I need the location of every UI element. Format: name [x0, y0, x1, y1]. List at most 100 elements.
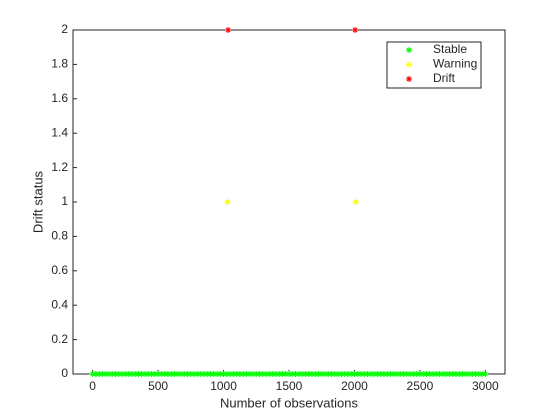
- marker: [384, 371, 391, 377]
- marker: [171, 371, 178, 377]
- marker: [148, 371, 155, 377]
- marker: [328, 371, 335, 377]
- marker: [220, 371, 227, 377]
- marker: [256, 371, 263, 377]
- marker: [236, 371, 243, 377]
- legend-label: Warning: [433, 57, 477, 71]
- marker: [89, 371, 96, 377]
- legend-marker: [406, 61, 412, 68]
- legend-box: [386, 41, 482, 89]
- marker: [217, 371, 224, 377]
- marker: [449, 371, 456, 377]
- y-tick-label: 1.4: [51, 125, 68, 139]
- legend-marker: [406, 47, 412, 53]
- marker: [112, 371, 119, 377]
- marker: [475, 371, 482, 377]
- marker: [158, 371, 165, 377]
- x-tick-label: 2500: [407, 379, 434, 393]
- legend-label: Drift: [433, 71, 456, 85]
- x-tick-label: 1500: [276, 379, 303, 393]
- marker: [400, 371, 407, 377]
- marker: [194, 371, 201, 377]
- marker: [151, 371, 158, 377]
- marker: [305, 371, 312, 377]
- y-tick-label: 1: [61, 194, 68, 208]
- marker: [138, 371, 145, 377]
- marker: [364, 371, 371, 377]
- marker: [168, 371, 175, 377]
- marker: [96, 371, 103, 377]
- marker: [302, 371, 309, 377]
- marker: [403, 371, 410, 377]
- x-tick-label: 0: [89, 379, 96, 393]
- marker: [132, 371, 139, 377]
- marker: [352, 199, 359, 205]
- marker: [416, 371, 423, 377]
- marker: [420, 371, 427, 377]
- marker: [227, 371, 234, 377]
- marker: [387, 371, 394, 377]
- marker: [225, 27, 232, 33]
- y-tick-label: 0.8: [51, 229, 68, 243]
- marker: [482, 371, 489, 377]
- marker: [272, 371, 279, 377]
- marker: [115, 371, 122, 377]
- marker: [433, 371, 440, 377]
- marker: [200, 371, 207, 377]
- legend-label: Stable: [433, 42, 467, 56]
- marker: [109, 371, 116, 377]
- marker: [377, 371, 384, 377]
- marker: [315, 371, 322, 377]
- marker: [184, 371, 191, 377]
- y-tick-label: 2: [61, 22, 68, 36]
- marker: [142, 371, 148, 377]
- marker: [102, 371, 109, 377]
- y-axis-label: Drift status: [30, 170, 45, 233]
- x-tick-label: 2000: [341, 379, 368, 393]
- marker: [354, 371, 361, 377]
- marker: [466, 371, 472, 377]
- marker: [472, 371, 479, 377]
- marker: [197, 371, 204, 377]
- marker: [233, 371, 240, 377]
- marker: [243, 371, 250, 377]
- marker: [358, 371, 364, 377]
- marker: [299, 371, 306, 377]
- marker: [145, 371, 152, 377]
- marker: [390, 371, 397, 377]
- marker: [423, 371, 430, 377]
- marker: [292, 371, 299, 377]
- marker: [308, 371, 315, 377]
- marker: [380, 371, 387, 377]
- marker: [269, 371, 276, 377]
- marker: [456, 371, 463, 377]
- marker: [413, 371, 420, 377]
- marker: [181, 371, 188, 377]
- marker: [459, 371, 466, 377]
- marker: [407, 371, 414, 377]
- marker: [282, 371, 289, 377]
- marker: [276, 371, 283, 377]
- marker: [394, 371, 400, 377]
- marker: [479, 371, 486, 377]
- marker: [259, 371, 266, 377]
- marker: [266, 371, 273, 377]
- marker: [204, 371, 211, 377]
- marker: [122, 371, 129, 377]
- marker: [125, 371, 132, 377]
- marker: [187, 371, 194, 377]
- marker: [410, 371, 417, 377]
- marker: [374, 371, 381, 377]
- marker: [462, 371, 469, 377]
- marker: [210, 371, 217, 377]
- marker: [223, 371, 230, 377]
- marker: [348, 371, 355, 377]
- marker: [295, 371, 302, 377]
- marker: [286, 371, 292, 377]
- marker: [253, 371, 260, 377]
- marker: [263, 371, 270, 377]
- y-tick-label: 0.4: [51, 297, 68, 311]
- x-tick-label: 500: [148, 379, 168, 393]
- marker: [436, 371, 443, 377]
